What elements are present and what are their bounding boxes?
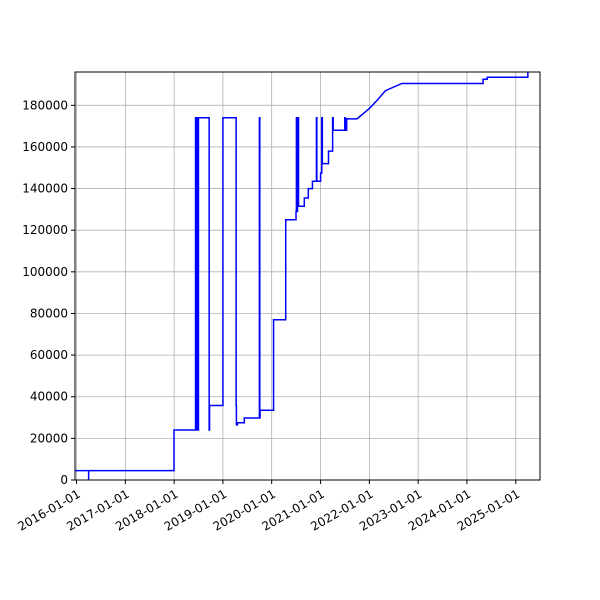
y-axis: 0 20000 40000 60000 80000 100000 120000 140000 1… (22, 98, 75, 487)
y-tick-label: 0 (60, 473, 68, 487)
y-tick-label: 40000 (30, 390, 68, 404)
y-tick-label: 100000 (22, 265, 68, 279)
y-tick-label: 140000 (22, 182, 68, 196)
y-tick-label: 60000 (30, 348, 68, 362)
y-tick-label: 180000 (22, 98, 68, 112)
y-tick-label: 80000 (30, 306, 68, 320)
y-tick-label: 20000 (30, 431, 68, 445)
y-tick-label: 120000 (22, 223, 68, 237)
y-tick-label: 160000 (22, 140, 68, 154)
series-line (75, 72, 529, 480)
series-group (75, 72, 529, 480)
plot-frame (74, 71, 541, 481)
